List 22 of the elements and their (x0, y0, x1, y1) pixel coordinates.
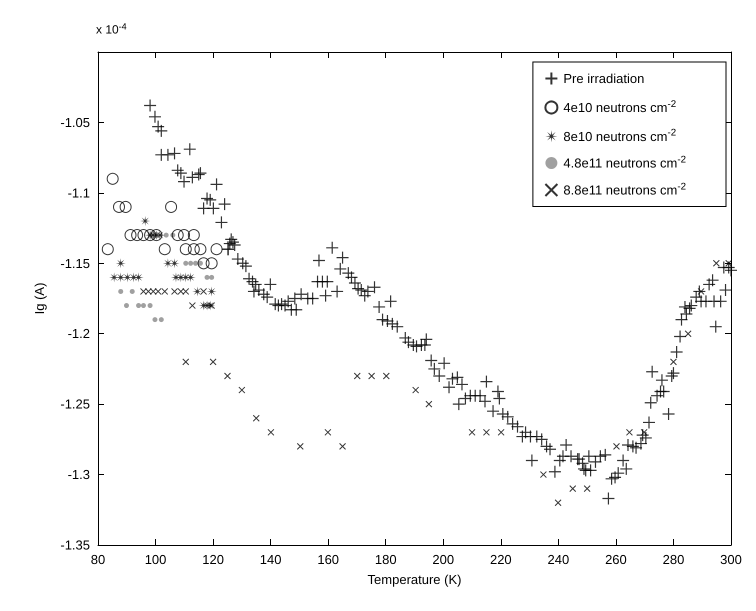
y-tick-label: -1.05 (60, 114, 90, 130)
x-tick-label: 180 (374, 552, 397, 567)
y-tick-label: -1.25 (60, 396, 90, 412)
x-tick-label: 120 (202, 552, 224, 567)
x-tick-label: 240 (548, 552, 570, 567)
legend-label: Pre irradiation (563, 71, 644, 86)
y-tick-label: -1.2 (68, 326, 90, 342)
x-tick-label: 80 (90, 552, 106, 567)
x-tick-label: 260 (605, 552, 627, 567)
y-tick-label: -1.1 (68, 185, 90, 200)
y-tick-label: -1.15 (60, 256, 90, 271)
x-tick-label: 300 (720, 552, 742, 567)
x-tick-label: 140 (260, 552, 282, 567)
y-tick-label: -1.3 (68, 467, 90, 482)
x-tick-label: 280 (662, 552, 684, 567)
x-tick-label: 100 (144, 552, 166, 567)
x-tick-label: 220 (490, 552, 512, 567)
y-tick-label: -1.35 (60, 538, 90, 552)
y-axis-title: Ig (A) (32, 282, 47, 314)
x-axis-title: Temperature (K) (368, 572, 462, 587)
x-tick-label: 160 (317, 552, 340, 567)
x-tick-label: 200 (432, 552, 454, 567)
